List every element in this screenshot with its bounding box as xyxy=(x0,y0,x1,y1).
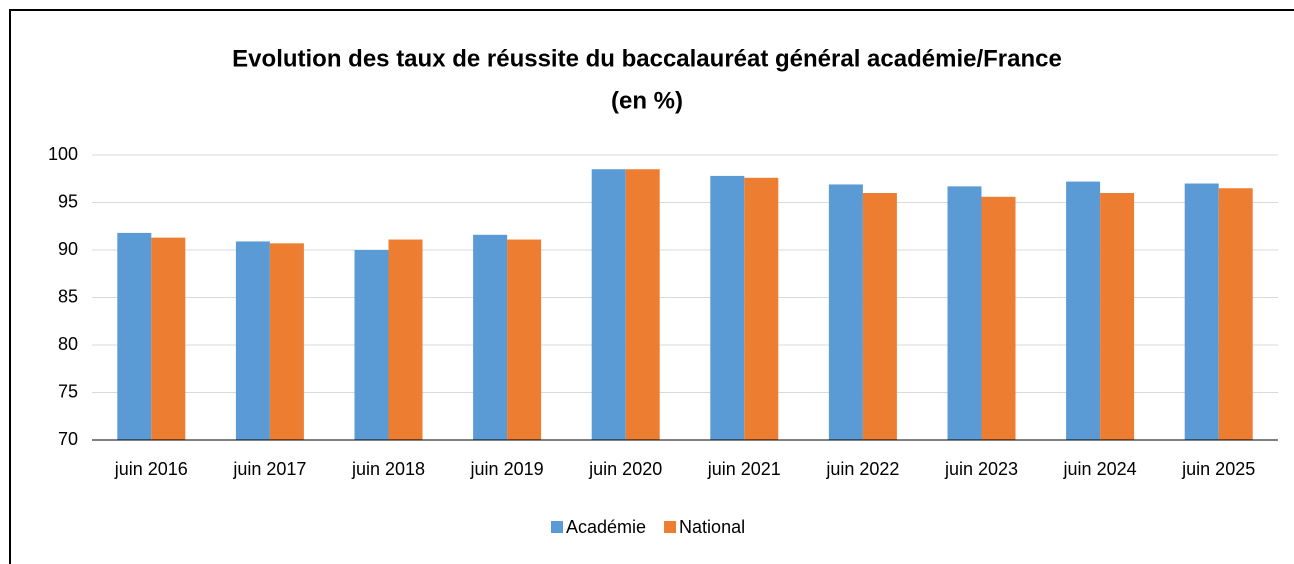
x-tick-label: juin 2025 xyxy=(1181,459,1255,479)
x-tick-label: juin 2021 xyxy=(707,459,781,479)
x-tick-label: juin 2020 xyxy=(588,459,662,479)
bar xyxy=(981,196,1016,440)
y-tick-label: 80 xyxy=(58,334,78,354)
bar xyxy=(269,243,304,440)
bar xyxy=(710,175,745,440)
x-tick-label: juin 2018 xyxy=(351,459,425,479)
x-tick-label: juin 2024 xyxy=(1063,459,1137,479)
bar xyxy=(744,177,779,441)
bar xyxy=(151,237,186,440)
bar xyxy=(117,232,152,440)
bar xyxy=(354,250,389,440)
y-tick-label: 90 xyxy=(58,239,78,259)
chart-title: Evolution des taux de réussite du baccal… xyxy=(232,45,1062,72)
x-tick-label: juin 2016 xyxy=(114,459,188,479)
chart-title: (en %) xyxy=(611,87,683,114)
bar xyxy=(828,184,863,440)
legend-swatch xyxy=(664,521,677,533)
legend-label: National xyxy=(679,517,745,537)
y-tick-label: 85 xyxy=(58,286,78,306)
bar xyxy=(507,239,542,440)
bar xyxy=(591,169,626,440)
x-tick-label: juin 2019 xyxy=(470,459,544,479)
bar xyxy=(1218,188,1253,440)
x-tick-label: juin 2017 xyxy=(232,459,306,479)
y-tick-label: 100 xyxy=(48,144,78,164)
bar xyxy=(1184,183,1219,440)
bar xyxy=(473,234,508,440)
bar xyxy=(862,193,897,440)
bar xyxy=(388,239,423,440)
y-tick-label: 70 xyxy=(58,429,78,449)
bar xyxy=(947,186,982,440)
bar xyxy=(235,241,270,440)
bar xyxy=(1066,181,1101,440)
bar xyxy=(1100,193,1135,440)
x-tick-label: juin 2022 xyxy=(825,459,899,479)
y-tick-label: 75 xyxy=(58,381,78,401)
legend-label: Académie xyxy=(566,517,646,537)
bar xyxy=(625,169,660,440)
legend-swatch xyxy=(551,521,563,533)
y-tick-label: 95 xyxy=(58,191,78,211)
x-tick-label: juin 2023 xyxy=(944,459,1018,479)
